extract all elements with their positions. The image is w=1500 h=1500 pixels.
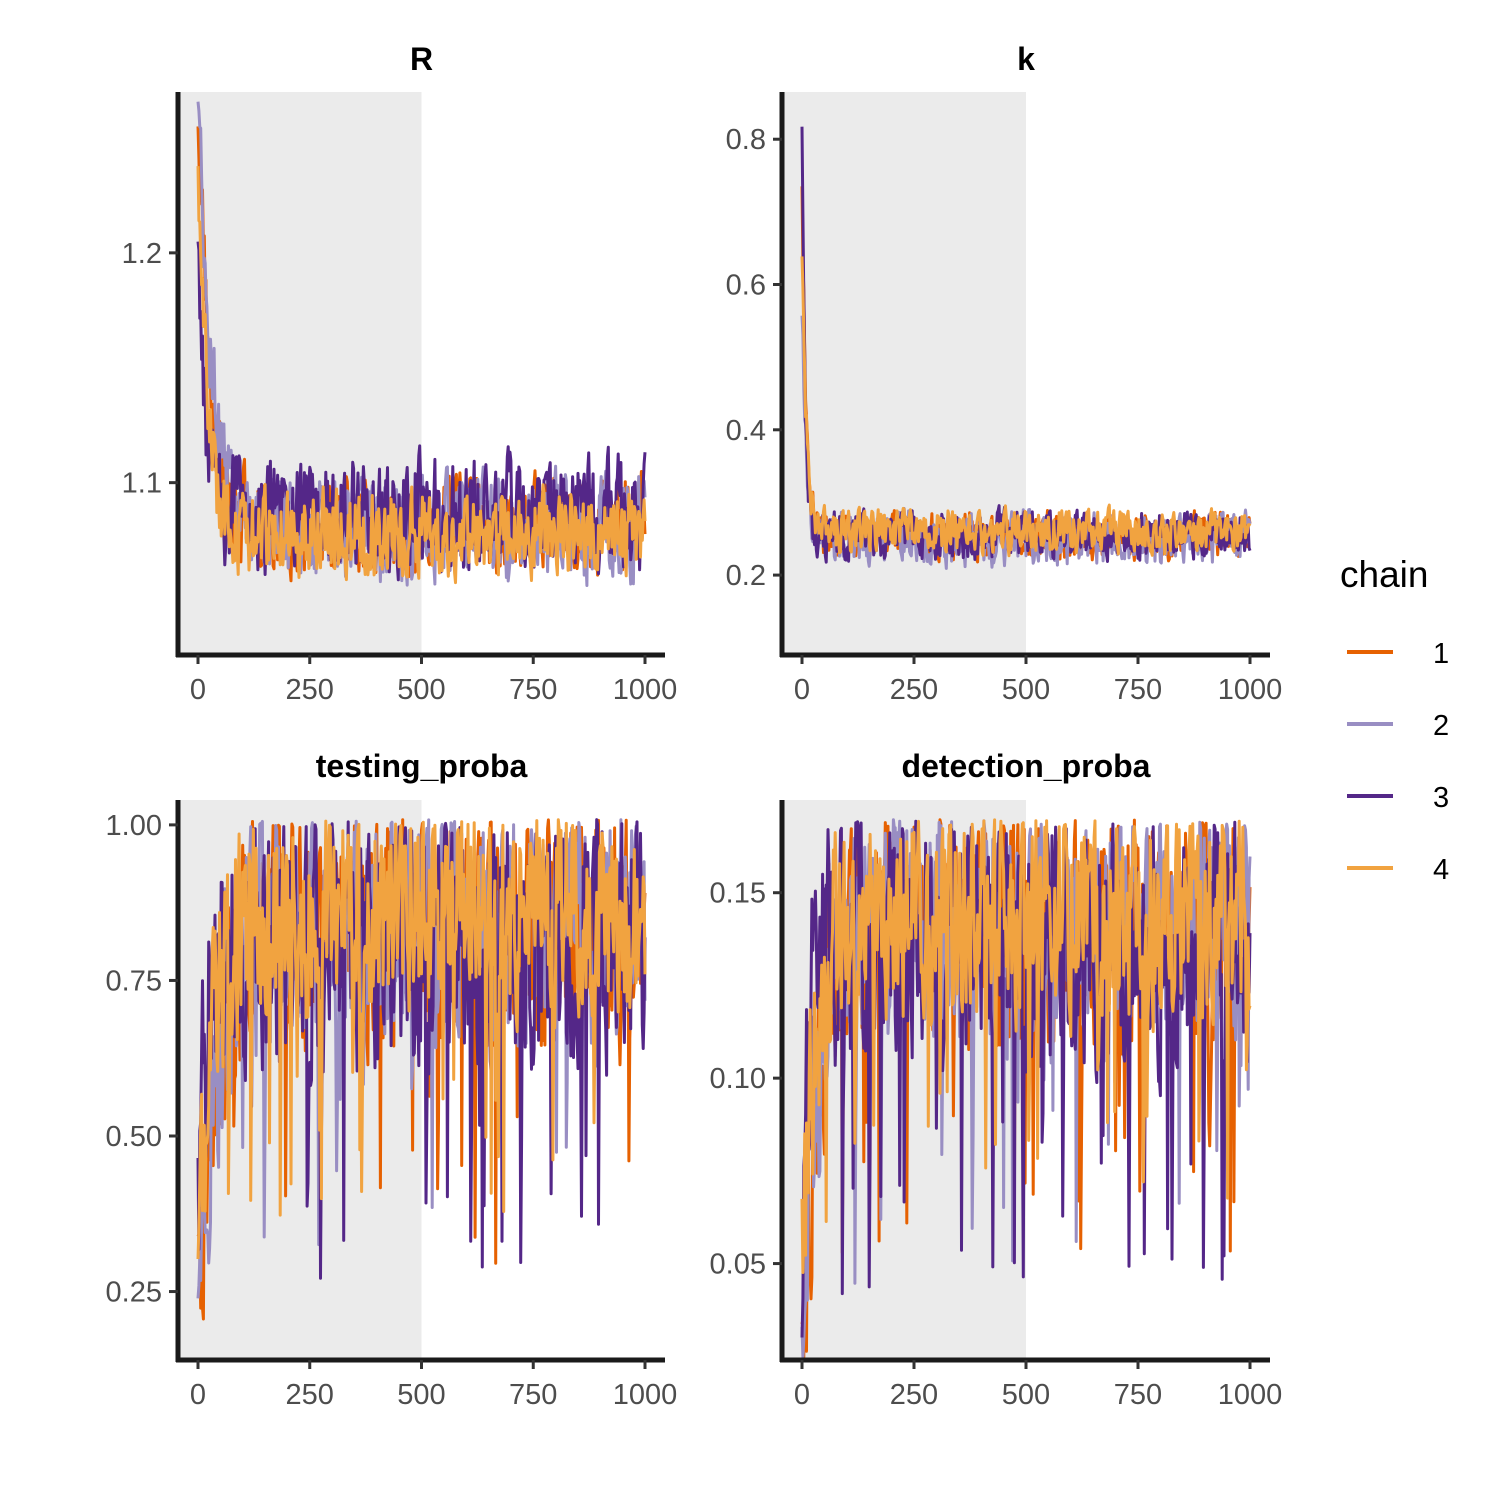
x-tick-label: 0	[190, 1379, 206, 1411]
x-tick-label: 1000	[1218, 674, 1283, 706]
legend-label-chain-1: 1	[1433, 638, 1449, 670]
y-tick-label: 0.50	[106, 1121, 162, 1153]
x-tick-label: 500	[397, 1379, 445, 1411]
y-tick-label: 1.2	[122, 238, 162, 270]
y-tick-label: 0.8	[726, 124, 766, 156]
panel-title: k	[1017, 41, 1035, 77]
panel-detection-proba: 0 250 500 750 1000 0.05 0.10 0.15 detection_prob…	[710, 748, 1283, 1411]
trace-line-chain-4	[196, 818, 647, 1260]
legend: chain 1 2 3 4	[1340, 554, 1449, 886]
x-tick-label: 0	[794, 1379, 810, 1411]
trace-line-chain-4	[800, 256, 1252, 558]
y-tick-label: 0.6	[726, 270, 766, 302]
legend-title: chain	[1340, 554, 1428, 595]
x-tick-label: 250	[890, 674, 938, 706]
panel-testing-proba: 0 250 500 750 1000 0.25 0.50 0.75 1.00 testing_pr…	[106, 748, 678, 1411]
x-tick-label: 1000	[613, 1379, 678, 1411]
x-tick-label: 500	[397, 674, 445, 706]
y-tick-label: 0.75	[106, 965, 162, 997]
legend-label-chain-2: 2	[1433, 710, 1449, 742]
x-tick-label: 750	[509, 674, 557, 706]
legend-label-chain-3: 3	[1433, 782, 1449, 814]
y-tick-label: 0.15	[710, 878, 766, 910]
legend-label-chain-4: 4	[1433, 854, 1449, 886]
x-tick-label: 250	[890, 1379, 938, 1411]
x-tick-label: 1000	[613, 674, 678, 706]
x-tick-label: 250	[286, 674, 334, 706]
x-tick-label: 0	[190, 674, 206, 706]
y-tick-label: 0.10	[710, 1063, 766, 1095]
panel-title: R	[410, 41, 433, 77]
x-tick-label: 750	[1114, 1379, 1162, 1411]
y-tick-label: 1.1	[122, 468, 162, 500]
x-tick-label: 500	[1002, 1379, 1050, 1411]
x-tick-label: 750	[1114, 674, 1162, 706]
y-tick-label: 0.05	[710, 1249, 766, 1281]
x-tick-label: 750	[509, 1379, 557, 1411]
x-tick-label: 500	[1002, 674, 1050, 706]
warmup-shaded-region	[782, 92, 1026, 655]
x-tick-label: 0	[794, 674, 810, 706]
y-tick-label: 0.25	[106, 1277, 162, 1309]
y-tick-label: 0.4	[726, 415, 766, 447]
trace-line-chain-4	[196, 166, 647, 585]
trace-line-chain-4	[800, 818, 1252, 1274]
panel-title: testing_proba	[316, 748, 528, 784]
x-tick-label: 250	[286, 1379, 334, 1411]
y-tick-label: 1.00	[106, 810, 162, 842]
panel-k: 0 250 500 750 1000 0.2 0.4 0.6 0.8 k	[726, 41, 1283, 706]
x-tick-label: 1000	[1218, 1379, 1283, 1411]
panel-R: 0 250 500 750 1000 1.1 1.2 R	[122, 41, 678, 706]
panel-title: detection_proba	[902, 748, 1151, 784]
y-tick-label: 0.2	[726, 560, 766, 592]
